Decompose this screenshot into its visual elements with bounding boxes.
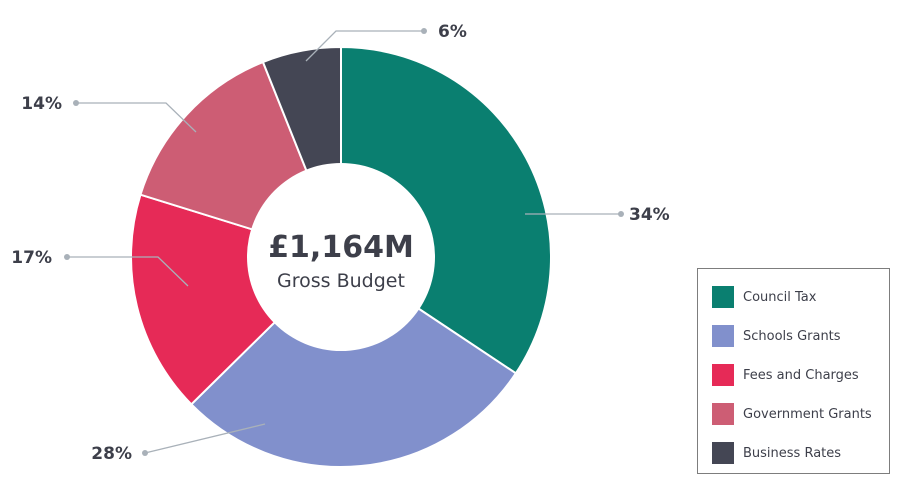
legend-label-government-grants: Government Grants xyxy=(743,406,872,422)
leader-lines xyxy=(64,28,624,456)
legend-item-council-tax: Council Tax xyxy=(712,285,816,309)
legend: Council Tax Schools Grants Fees and Char… xyxy=(697,268,890,474)
leader-dot-government-grants xyxy=(73,100,79,106)
legend-item-fees-and-charges: Fees and Charges xyxy=(712,363,859,387)
value-label-council-tax: 34% xyxy=(629,205,670,225)
legend-item-schools-grants: Schools Grants xyxy=(712,324,841,348)
legend-label-schools-grants: Schools Grants xyxy=(743,328,841,344)
leader-dot-fees-and-charges xyxy=(64,254,70,260)
leader-line-government-grants xyxy=(76,102,197,133)
leader-dot-business-rates xyxy=(421,28,427,34)
leader-dot-council-tax xyxy=(618,211,624,217)
center-value: £1,164M xyxy=(268,230,414,265)
leader-line-schools-grants xyxy=(144,423,266,454)
donut-hole xyxy=(247,163,435,351)
leader-dot-schools-grants xyxy=(142,450,148,456)
value-label-schools-grants: 28% xyxy=(91,444,132,464)
value-label-government-grants: 14% xyxy=(21,94,62,114)
legend-swatch-government-grants xyxy=(712,403,734,425)
leader-line-fees-and-charges xyxy=(67,256,189,287)
legend-swatch-business-rates xyxy=(712,442,734,464)
legend-swatch-schools-grants xyxy=(712,325,734,347)
value-label-fees-and-charges: 17% xyxy=(11,248,52,268)
value-label-business-rates: 6% xyxy=(438,22,467,42)
percentage-labels: 34% 28% 17% 14% 6% xyxy=(11,22,669,464)
legend-label-business-rates: Business Rates xyxy=(743,445,842,461)
legend-swatch-council-tax xyxy=(712,286,734,308)
center-label: Gross Budget xyxy=(277,270,405,292)
legend-label-fees-and-charges: Fees and Charges xyxy=(743,367,859,383)
legend-item-government-grants: Government Grants xyxy=(712,402,872,426)
legend-label-council-tax: Council Tax xyxy=(743,289,817,305)
leader-line-business-rates xyxy=(305,30,424,62)
legend-item-business-rates: Business Rates xyxy=(712,441,841,465)
legend-swatch-fees-and-charges xyxy=(712,364,734,386)
